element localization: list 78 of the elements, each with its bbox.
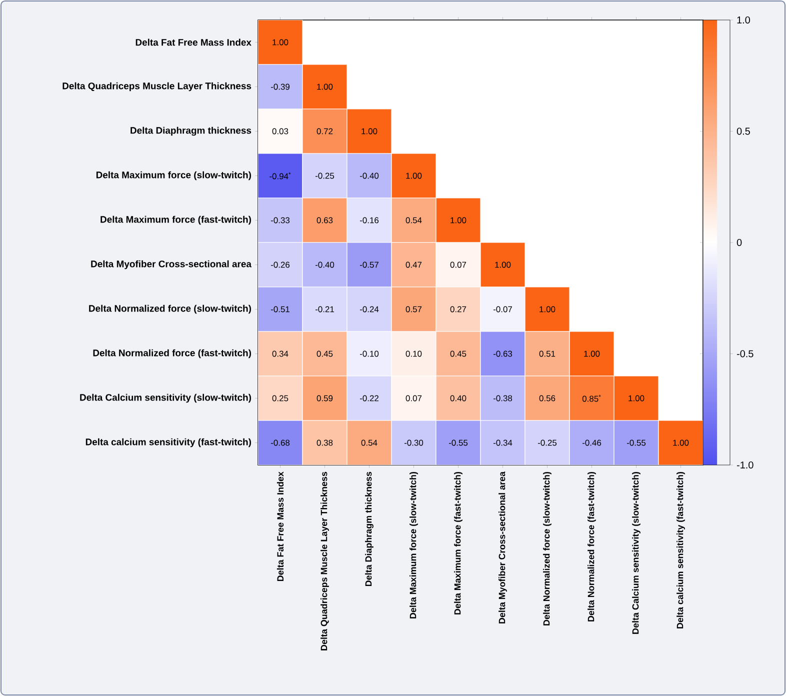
data-label: 1.00 — [495, 262, 511, 268]
y-tick-label: Delta calcium sensitivity (fast-twitch) — [86, 438, 252, 448]
data-label: 1.00 — [317, 84, 333, 90]
y-tick-label: Delta Myofiber Cross-sectional area — [91, 260, 252, 270]
data-label: -0.30 — [404, 440, 424, 446]
data-label: 0.07 — [406, 395, 422, 402]
data-label: -0.38 — [493, 395, 512, 402]
data-label: 0.27 — [450, 306, 466, 312]
y-tick-label: Delta Maximum force (fast-twitch) — [100, 216, 251, 225]
data-label: -0.63 — [493, 350, 512, 357]
y-tick-label: Delta Maximum force (slow-twitch) — [96, 171, 252, 180]
x-tick-label: Delta Normalized force (slow-twitch) — [543, 472, 552, 626]
data-label: 0.85$^{*}$ — [582, 394, 601, 402]
y-tick-label: Delta Quadriceps Muscle Layer Thickness — [62, 82, 252, 92]
data-label: -0.25 — [315, 172, 334, 179]
x-tick-label: Delta Diaphragm thickness — [365, 472, 374, 586]
color-bar-label: 1.0 — [737, 16, 750, 24]
x-tick-label: Delta Calcium sensitivity (slow-twitch) — [632, 472, 640, 634]
data-label: 1.00 — [628, 395, 644, 402]
data-label: -0.26 — [270, 262, 290, 268]
data-label: 0.10 — [406, 350, 422, 357]
data-label: 1.00 — [362, 128, 378, 134]
data-label: -0.40 — [360, 172, 379, 179]
data-label: 1.00 — [272, 39, 288, 46]
data-label: -0.21 — [315, 306, 334, 312]
color-bar-label: -0.5 — [736, 350, 754, 358]
data-label: -0.46 — [582, 440, 602, 446]
data-label: -0.55 — [448, 440, 468, 446]
data-label: 0.72 — [316, 128, 333, 134]
data-label: -0.51 — [270, 306, 290, 312]
data-label: 1.00 — [450, 217, 466, 224]
data-label: 1.00 — [673, 440, 689, 446]
data-label: 0.34 — [272, 350, 288, 357]
x-tick-label: Delta calcium sensitivity (fast-twitch) — [676, 472, 685, 628]
data-label: -0.94$^{*}$ — [270, 172, 291, 180]
data-label: -0.40 — [315, 262, 334, 268]
data-label: -0.39 — [270, 84, 290, 90]
data-label: -0.22 — [360, 395, 378, 402]
data-label: -0.34 — [493, 440, 512, 446]
data-label: 0.45 — [450, 350, 466, 357]
color-bar-label: 0 — [736, 238, 742, 246]
data-label: 1.00 — [406, 172, 422, 179]
data-label: -0.25 — [538, 440, 557, 446]
data-label: -0.07 — [493, 306, 512, 312]
data-label: 0.47 — [406, 262, 422, 268]
data-label: 0.38 — [316, 440, 333, 446]
data-label: -0.24 — [360, 306, 379, 312]
y-tick-label: Delta Normalized force (fast-twitch) — [93, 349, 252, 358]
data-label: 0.45 — [316, 350, 333, 357]
y-tick-label: Delta Diaphragm thickness — [130, 126, 252, 136]
data-label: 0.40 — [450, 395, 466, 402]
data-label: -0.10 — [360, 350, 379, 357]
data-label: 0.56 — [539, 395, 556, 402]
data-label: -0.57 — [360, 262, 378, 268]
data-label: 0.25 — [272, 395, 288, 402]
data-label: 1.00 — [584, 350, 600, 357]
x-tick-label: Delta Normalized force (fast-twitch) — [588, 472, 596, 622]
x-tick-label: Delta Myofiber Cross-sectional area — [498, 471, 507, 624]
data-label: 1.00 — [540, 306, 556, 312]
data-label: 0.51 — [539, 350, 556, 357]
data-label: 0.03 — [272, 128, 288, 134]
data-label: 0.54 — [361, 440, 378, 446]
color-bar-label: 0.5 — [736, 128, 750, 135]
data-label: 0.63 — [316, 217, 333, 224]
y-tick-label: Delta Calcium sensitivity (slow-twitch) — [80, 394, 252, 403]
data-label: 0.57 — [406, 306, 422, 312]
data-label: 0.07 — [450, 262, 466, 268]
x-tick-label: Delta Maximum force (slow-twitch) — [410, 472, 418, 618]
data-label: 0.54 — [406, 217, 422, 224]
data-label: -0.16 — [360, 217, 379, 224]
data-label: -0.33 — [270, 217, 290, 224]
color-bar-label: -1.0 — [736, 461, 754, 469]
data-label: -0.68 — [270, 440, 290, 446]
data-label: -0.55 — [626, 440, 646, 446]
data-label: 0.59 — [316, 395, 333, 402]
x-tick-label: Delta Maximum force (fast-twitch) — [454, 472, 462, 614]
y-tick-label: Delta Fat Free Mass Index — [136, 38, 252, 46]
y-tick-label: Delta Normalized force (slow-twitch) — [89, 304, 252, 314]
